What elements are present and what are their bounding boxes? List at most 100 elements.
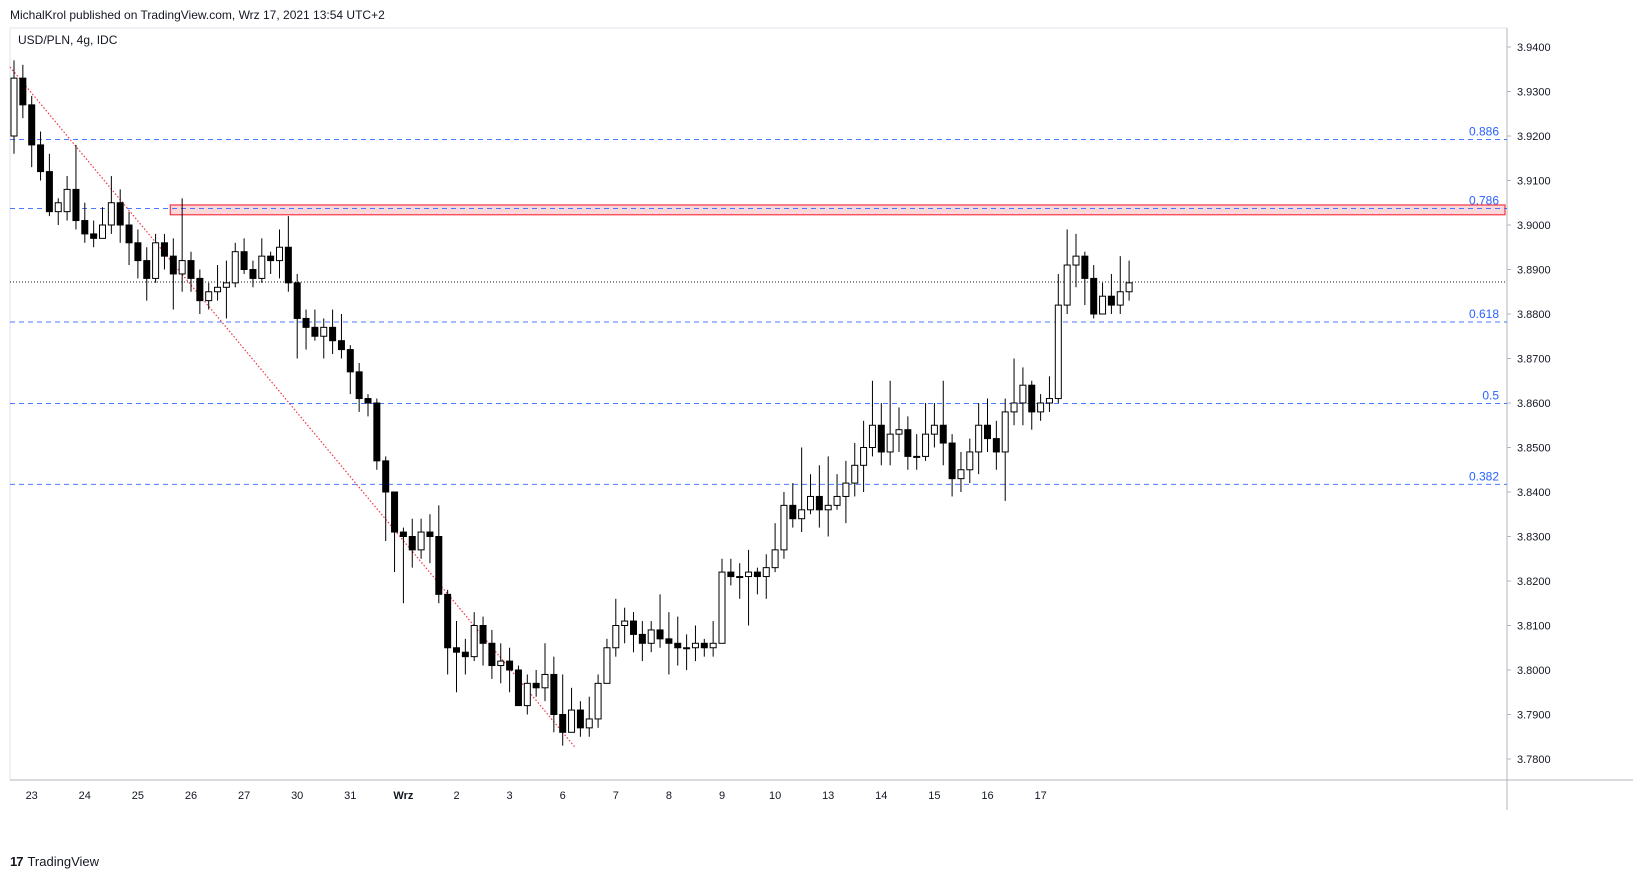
candle-body-down (81, 220, 89, 235)
candle (1001, 398, 1009, 501)
candle (939, 380, 947, 466)
candle (99, 207, 106, 239)
candle-body-up (1045, 398, 1053, 404)
candle-body-up (1063, 264, 1071, 306)
candle-body-up (842, 482, 850, 497)
candle (957, 451, 965, 492)
candle (382, 456, 390, 541)
candle (28, 95, 36, 168)
candle-body-up (54, 202, 62, 213)
candle (612, 598, 620, 657)
tradingview-logo-icon: 17 (10, 854, 24, 869)
candle-body-down (630, 620, 637, 635)
candle-body-up (745, 571, 753, 578)
candle-body-up (585, 718, 593, 729)
candle-body-up (718, 571, 726, 644)
candle-body-down (674, 642, 682, 649)
candle (753, 567, 761, 595)
candle-body-down (1090, 277, 1098, 315)
candle (205, 282, 213, 310)
candle (948, 434, 956, 497)
candle-body-up (833, 495, 841, 506)
candle (284, 216, 292, 292)
candle-body-up (497, 660, 505, 667)
candle-body-up (10, 77, 18, 137)
y-tick-label: 3.8400 (1517, 487, 1551, 499)
candle (727, 558, 735, 586)
candle (293, 273, 301, 359)
fib-level-label: 0.886 (1469, 125, 1499, 139)
candle-body-up (975, 424, 983, 453)
candle (72, 144, 80, 230)
x-tick-label: 24 (79, 790, 91, 802)
candle (249, 260, 257, 288)
candle (54, 198, 62, 225)
candle-body-down (550, 673, 558, 716)
fib-level-label: 0.786 (1469, 194, 1499, 208)
x-tick-label: 13 (822, 790, 834, 802)
y-tick-label: 3.8100 (1517, 621, 1551, 633)
candle (10, 60, 18, 154)
candle (214, 265, 222, 301)
y-tick-label: 3.8600 (1517, 398, 1551, 410)
candle (444, 589, 452, 675)
candle (824, 456, 832, 537)
x-tick-label: 14 (875, 790, 887, 802)
candle-body-up (214, 286, 222, 293)
candle-body-up (1010, 402, 1018, 413)
candle-body-down (984, 424, 991, 440)
candle (532, 670, 540, 697)
candle-body-down (506, 660, 514, 671)
candle-body-down (196, 277, 204, 302)
candle-body-down (160, 242, 168, 257)
candle (1125, 260, 1133, 301)
candle (408, 518, 416, 568)
candle (222, 260, 230, 319)
candle (576, 701, 584, 737)
candle-body-down (815, 495, 823, 511)
candle (975, 403, 983, 475)
candle (594, 674, 602, 728)
downtrend-line (9, 66, 577, 749)
candle (391, 491, 399, 573)
candle (621, 607, 629, 644)
candle (267, 251, 275, 274)
candle (311, 309, 319, 341)
x-tick-label: 3 (507, 790, 513, 802)
candle (45, 153, 53, 217)
candle-body-up (1037, 402, 1045, 413)
candle (169, 238, 177, 310)
candle-body-up (957, 469, 965, 480)
candle (1099, 282, 1107, 315)
fib-level-label: 0.5 (1482, 388, 1499, 402)
candle-body-down (28, 104, 36, 146)
candle (461, 638, 469, 675)
candle (240, 238, 248, 274)
candle-body-down (90, 233, 98, 239)
candle-body-up (222, 282, 230, 288)
candle-body-up (1001, 411, 1009, 453)
x-tick-label: 6 (560, 790, 566, 802)
candle (417, 518, 425, 559)
candle (514, 665, 522, 707)
candle (930, 403, 938, 448)
x-tick-label: 31 (344, 790, 356, 802)
candle-body-up (603, 647, 611, 684)
candle-body-down (1107, 295, 1115, 306)
candle (780, 492, 788, 559)
candle-body-up (895, 429, 903, 435)
candle (674, 616, 682, 666)
candle (868, 380, 876, 457)
candle (718, 558, 726, 644)
candle-body-up (798, 509, 806, 520)
candle (90, 220, 98, 248)
candle-body-up (258, 255, 266, 279)
candle-body-up (1072, 255, 1080, 266)
candle (683, 634, 691, 670)
candle-body-down (240, 251, 248, 270)
y-tick-label: 3.8000 (1517, 665, 1551, 677)
candle-body-down (382, 460, 390, 493)
y-tick-label: 3.8200 (1517, 576, 1551, 588)
candle (745, 549, 753, 626)
